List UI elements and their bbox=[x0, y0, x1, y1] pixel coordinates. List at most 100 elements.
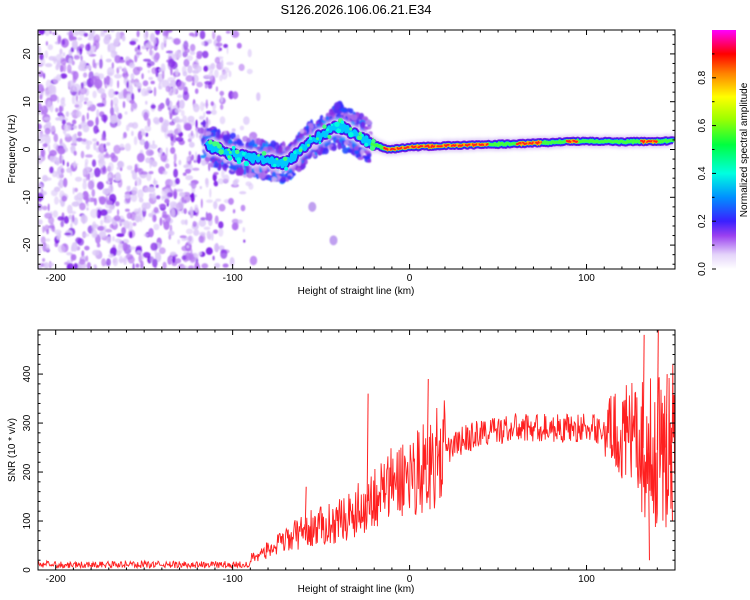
noise-blob bbox=[168, 234, 172, 240]
noise-blob bbox=[154, 120, 160, 125]
band-blob bbox=[325, 116, 330, 121]
noise-blob bbox=[94, 62, 97, 69]
colorbar-ticks: 0.0 0.2 0.4 0.6 0.8 bbox=[697, 53, 716, 276]
noise-blob bbox=[202, 50, 209, 59]
noise-blob bbox=[95, 116, 99, 126]
noise-blob bbox=[219, 90, 225, 96]
noise-blob bbox=[108, 204, 115, 211]
noise-blob bbox=[201, 41, 205, 46]
hotspot bbox=[340, 120, 345, 124]
noise-blob bbox=[38, 219, 43, 225]
noise-blob bbox=[161, 79, 170, 88]
noise-blob bbox=[79, 125, 83, 130]
noise-blob bbox=[64, 261, 69, 266]
strong-segment bbox=[639, 139, 658, 144]
noise-blob bbox=[158, 203, 167, 208]
noise-blob bbox=[81, 250, 85, 258]
noise-blob bbox=[165, 163, 170, 169]
hotspot bbox=[306, 143, 310, 147]
noise-blob bbox=[73, 160, 76, 169]
noise-blob bbox=[141, 88, 148, 97]
hotspot bbox=[272, 163, 277, 168]
noise-blob bbox=[68, 34, 74, 42]
x-tick-label: 0 bbox=[407, 273, 413, 284]
noise-blob bbox=[99, 166, 107, 175]
noise-blob bbox=[196, 154, 202, 164]
noise-blob bbox=[70, 47, 75, 53]
noise-blob bbox=[161, 70, 165, 80]
noise-blob bbox=[169, 251, 177, 256]
noise-blob bbox=[60, 168, 65, 174]
noise-blob bbox=[183, 208, 187, 215]
hotspot bbox=[284, 166, 289, 171]
band-blob bbox=[296, 167, 302, 173]
noise-blob bbox=[110, 152, 116, 160]
noise-blob bbox=[113, 215, 121, 222]
noise-blob bbox=[219, 116, 226, 125]
noise-blob bbox=[109, 77, 113, 88]
noise-blob bbox=[114, 103, 119, 113]
noise-blob bbox=[105, 75, 111, 86]
noise-blob bbox=[175, 188, 184, 192]
noise-blob bbox=[101, 258, 106, 267]
noise-blob bbox=[96, 209, 102, 219]
noise-blob bbox=[127, 255, 135, 264]
hotspot bbox=[216, 143, 222, 149]
noise-blob bbox=[199, 30, 206, 40]
noise-blob bbox=[117, 80, 120, 89]
noise-blob bbox=[143, 30, 149, 41]
noise-blob bbox=[193, 103, 200, 113]
noise-blob bbox=[170, 208, 176, 218]
band-blob bbox=[361, 121, 366, 128]
noise-blob bbox=[146, 60, 155, 67]
band-blob bbox=[363, 155, 371, 160]
noise-blob bbox=[205, 247, 213, 255]
noise-blob bbox=[111, 62, 115, 69]
noise-blob bbox=[185, 75, 194, 82]
y-tick-label: 0 bbox=[22, 567, 33, 573]
noise-blob bbox=[48, 84, 56, 95]
noise-blob bbox=[196, 81, 203, 88]
x-tick-label: -100 bbox=[223, 273, 243, 284]
noise-blob bbox=[245, 181, 252, 187]
noise-blob bbox=[57, 216, 64, 221]
noise-blob bbox=[141, 45, 147, 50]
noise-blob bbox=[80, 150, 85, 159]
noise-blob bbox=[127, 221, 133, 231]
band-blob bbox=[227, 139, 233, 145]
noise-blob bbox=[38, 70, 44, 78]
noise-blob bbox=[80, 214, 88, 224]
noise-blob bbox=[236, 42, 242, 49]
noise-blob bbox=[182, 115, 188, 124]
noise-blob bbox=[132, 262, 135, 269]
noise-blob bbox=[210, 101, 214, 107]
noise-blob bbox=[218, 221, 224, 229]
noise-blob bbox=[62, 159, 65, 166]
hotspot bbox=[371, 139, 376, 144]
noise-blob bbox=[211, 109, 217, 115]
noise-blob bbox=[222, 263, 229, 268]
noise-blob bbox=[116, 67, 120, 74]
noise-blob bbox=[107, 66, 115, 77]
noise-blob bbox=[148, 76, 153, 81]
noise-blob bbox=[179, 191, 185, 197]
noise-blob bbox=[61, 195, 67, 202]
snr-axes: -200 -100 0 100 0 100 200 300 400 bbox=[22, 330, 676, 585]
noise-blob bbox=[45, 244, 50, 251]
noise-blob bbox=[106, 142, 111, 146]
noise-blob bbox=[86, 100, 93, 107]
band-blob bbox=[205, 156, 211, 162]
snr-y-label: SNR (10 * v/v) bbox=[7, 418, 18, 482]
noise-blob bbox=[38, 243, 43, 248]
noise-blob bbox=[194, 88, 199, 94]
noise-blob bbox=[44, 63, 53, 68]
band-blob bbox=[342, 147, 349, 154]
hotspot bbox=[235, 149, 240, 155]
noise-blob bbox=[49, 166, 54, 174]
hotspot bbox=[275, 157, 279, 161]
band-blob bbox=[333, 102, 341, 110]
noise-blob bbox=[38, 133, 45, 144]
noise-blob bbox=[148, 228, 154, 238]
noise-blob bbox=[71, 245, 74, 252]
y-tick-label: 300 bbox=[22, 414, 33, 431]
